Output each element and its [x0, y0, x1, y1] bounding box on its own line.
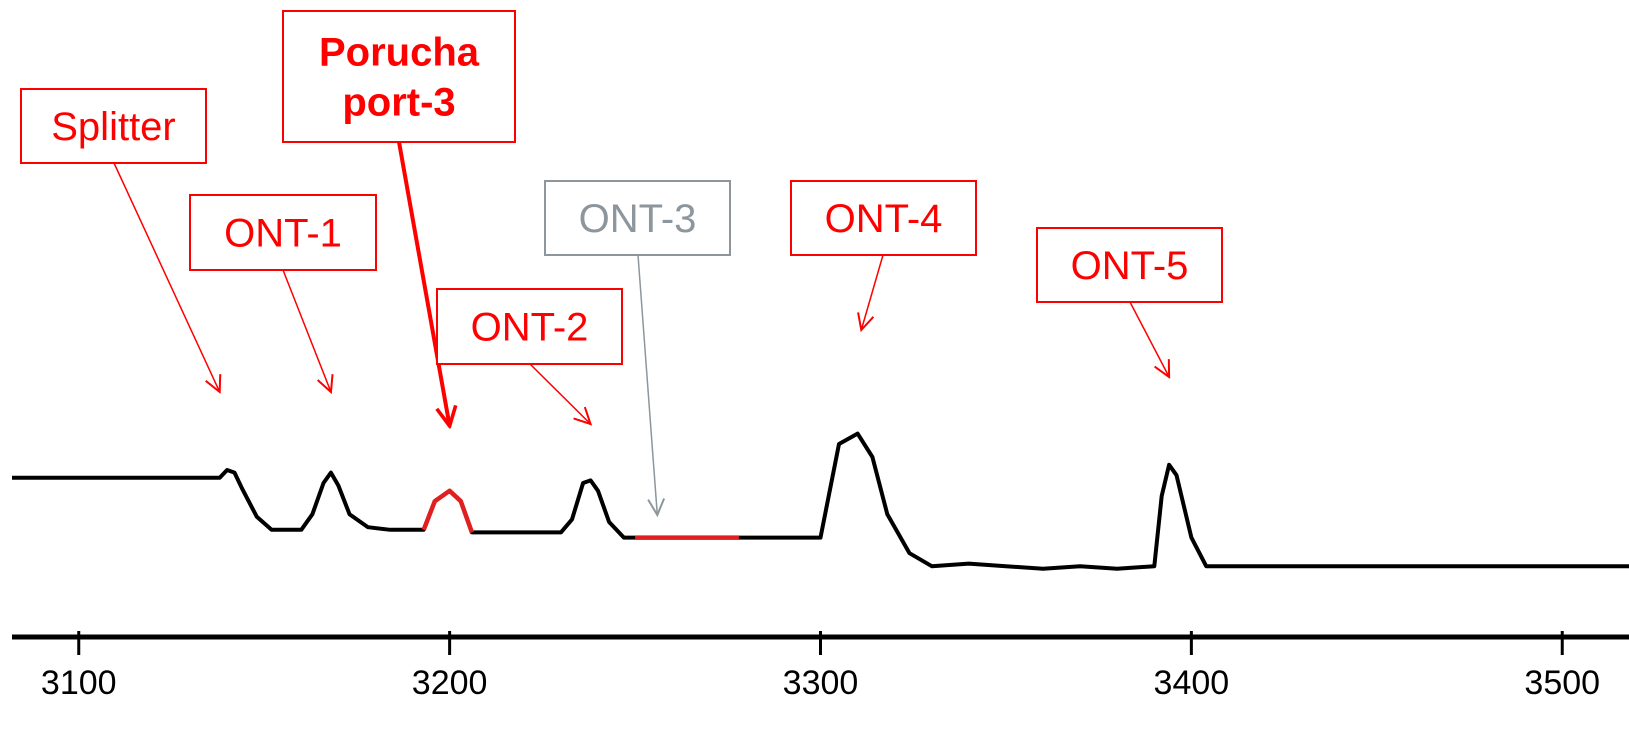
trace-line — [12, 431, 1629, 571]
annotation-box — [436, 288, 623, 365]
annotation-arrow — [1129, 301, 1169, 377]
annotation-label: ONT-4 — [825, 197, 943, 241]
x-tick-label: 3500 — [1524, 664, 1600, 702]
annotation-ont-3: ONT-3 — [544, 180, 731, 515]
annotation-porucha-port-3: Porucha port-3 — [282, 10, 516, 426]
annotation-label: ONT-2 — [471, 306, 589, 350]
annotation-arrow — [397, 141, 450, 426]
annotation-arrow — [113, 162, 220, 392]
annotation-arrow — [282, 269, 331, 392]
annotation-box — [189, 194, 377, 271]
annotation-ont-2: ONT-2 — [436, 288, 623, 424]
annotation-arrow — [637, 254, 657, 515]
annotation-label: port-3 — [342, 81, 455, 125]
x-tick-label: 3200 — [412, 664, 488, 702]
annotation-box — [20, 88, 207, 164]
annotation-box — [1036, 227, 1223, 303]
annotation-splitter: Splitter — [20, 88, 220, 392]
annotation-label: ONT-3 — [579, 197, 697, 241]
annotation-arrow — [861, 254, 884, 330]
annotation-label: Splitter — [51, 105, 176, 149]
annotation-ont-4: ONT-4 — [790, 180, 977, 330]
annotation-box — [790, 180, 977, 256]
x-axis-ticks: 3100 3200 3300 3400 3500 — [41, 631, 1600, 702]
annotation-box — [544, 180, 731, 256]
x-tick-label: 3100 — [41, 664, 117, 702]
highlight-segment — [421, 488, 475, 534]
annotation-ont-1: ONT-1 — [189, 194, 377, 392]
annotation-label: ONT-5 — [1071, 244, 1189, 288]
annotation-ont-5: ONT-5 — [1036, 227, 1223, 377]
annotation-arrow — [529, 363, 591, 424]
annotation-box — [282, 10, 516, 143]
annotation-label: ONT-1 — [224, 212, 342, 256]
annotation-label: Porucha — [319, 31, 480, 75]
trace-layer — [12, 431, 1629, 571]
annotation-layer: Splitter ONT-1 Porucha port-3 ONT-2 ONT-3 ONT-… — [20, 10, 1223, 515]
x-tick-label: 3400 — [1154, 664, 1230, 702]
x-tick-label: 3300 — [783, 664, 859, 702]
